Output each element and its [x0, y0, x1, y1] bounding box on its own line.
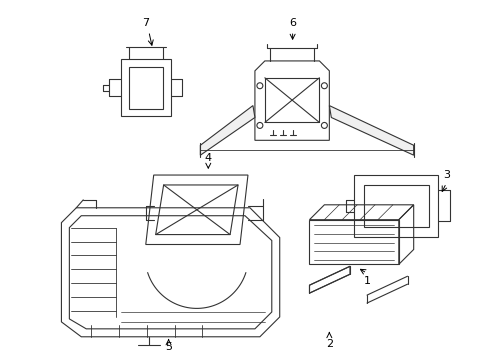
Polygon shape	[200, 105, 254, 155]
Polygon shape	[328, 105, 413, 155]
Text: 5: 5	[165, 342, 172, 352]
Text: 7: 7	[142, 18, 149, 28]
Text: 6: 6	[288, 18, 296, 28]
Text: 1: 1	[363, 276, 370, 286]
Text: 3: 3	[442, 170, 449, 180]
Text: 2: 2	[325, 339, 332, 349]
Text: 4: 4	[204, 153, 211, 163]
